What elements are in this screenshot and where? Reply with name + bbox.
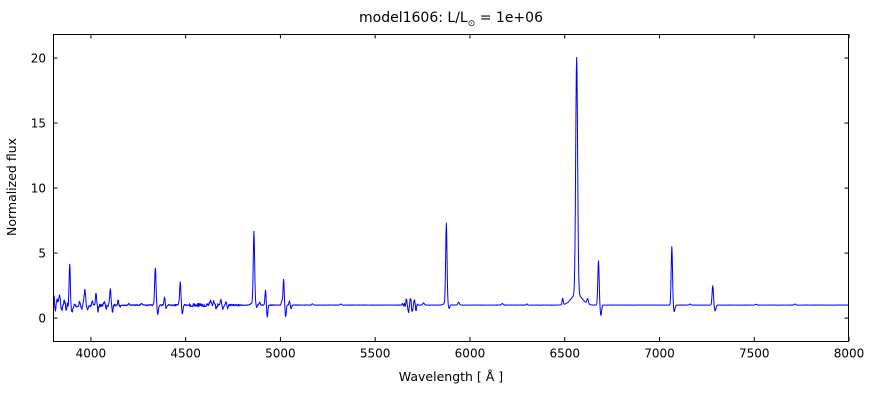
- spectrum-line: [53, 56, 849, 318]
- x-tick-label: 7500: [739, 347, 770, 361]
- y-tick-label: 20: [31, 52, 46, 66]
- plot-title: model1606: L/L⊙ = 1e+06: [53, 10, 849, 29]
- y-tick-label: 10: [31, 182, 46, 196]
- y-axis-label: Normalized flux: [4, 138, 19, 236]
- y-tick-label: 5: [38, 247, 46, 261]
- x-tick-label: 7000: [644, 347, 675, 361]
- plot-title-suffix: = 1e+06: [475, 10, 543, 26]
- x-tick-label: 4500: [170, 347, 201, 361]
- plot-frame: [53, 34, 849, 342]
- y-tick-label: 0: [38, 312, 46, 326]
- x-tick-label: 6000: [455, 347, 486, 361]
- x-tick-label: 5000: [265, 347, 296, 361]
- x-tick-label: 4000: [76, 347, 107, 361]
- x-tick-label: 5500: [360, 347, 391, 361]
- y-tick-label: 15: [31, 117, 46, 131]
- solar-symbol: ⊙: [467, 18, 476, 29]
- x-tick-label: 8000: [834, 347, 865, 361]
- x-axis-label: Wavelength [ Å ]: [399, 369, 503, 384]
- axes: 4000 4500 5000 5500 6000 6500 7000 7500 8000 0 5 10…: [31, 34, 865, 361]
- plot-title-prefix: model1606: L/L: [359, 10, 468, 26]
- x-tick-label: 6500: [549, 347, 580, 361]
